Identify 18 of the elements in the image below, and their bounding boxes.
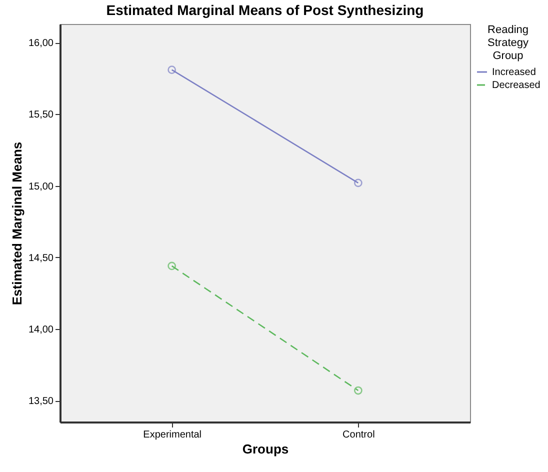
- y-tick-label: 16,00: [28, 38, 54, 50]
- legend-label: Decreased: [492, 80, 540, 91]
- y-tick-label: 14,50: [28, 252, 54, 264]
- x-tick-label: Control: [342, 430, 375, 440]
- y-axis-title: Estimated Marginal Means: [9, 142, 24, 306]
- chart-title: Estimated Marginal Means of Post Synthesizing: [106, 2, 424, 18]
- y-tick-label: 15,50: [28, 110, 54, 121]
- y-tick-label: 13,50: [28, 396, 54, 408]
- legend-label: Increased: [492, 67, 536, 78]
- point: [168, 262, 176, 270]
- y-tick-label: 15,00: [28, 181, 54, 192]
- point: [168, 66, 176, 74]
- x-axis-title: Groups: [242, 442, 289, 456]
- point: [354, 386, 362, 395]
- x-tick-label: Experimental: [143, 430, 202, 440]
- y-tick-label: 14,00: [28, 324, 54, 336]
- legend-title: Reading Strategy Group: [488, 24, 529, 62]
- point: [354, 178, 362, 188]
